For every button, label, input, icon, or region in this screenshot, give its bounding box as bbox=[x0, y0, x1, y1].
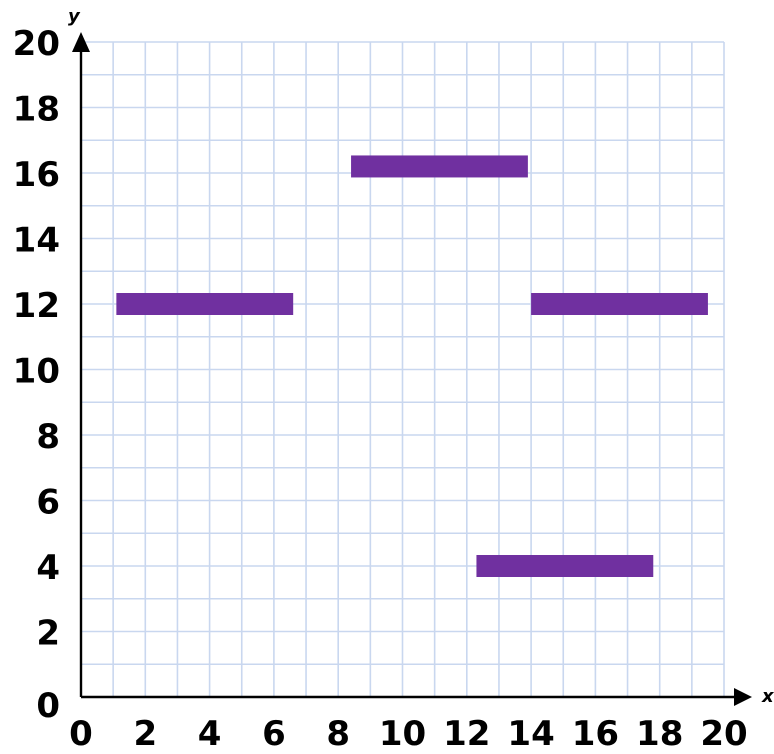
y-tick-label: 4 bbox=[36, 548, 60, 588]
y-tick-label: 10 bbox=[13, 352, 60, 392]
y-tick-label: 20 bbox=[13, 24, 60, 64]
y-tick-label: 16 bbox=[13, 155, 60, 195]
bars bbox=[116, 155, 708, 577]
y-tick-label: 6 bbox=[36, 483, 60, 523]
x-tick-label: 18 bbox=[636, 714, 683, 754]
y-tick-label: 8 bbox=[36, 417, 60, 457]
x-axis-title: x bbox=[761, 686, 774, 707]
bar-segment bbox=[476, 555, 654, 577]
y-tick-label: 14 bbox=[13, 221, 60, 261]
x-tick-label: 10 bbox=[379, 714, 426, 754]
bar-segment bbox=[116, 293, 294, 315]
y-tick-label: 12 bbox=[13, 286, 60, 326]
x-tick-label: 20 bbox=[700, 714, 747, 754]
x-tick-label: 0 bbox=[69, 714, 93, 754]
bar-segment bbox=[351, 155, 528, 178]
x-tick-label: 4 bbox=[198, 714, 222, 754]
x-tick-label: 2 bbox=[133, 714, 157, 754]
bar-segment bbox=[531, 293, 708, 315]
x-tick-label: 6 bbox=[262, 714, 286, 754]
grid bbox=[81, 41, 725, 697]
y-axis-title: y bbox=[68, 6, 81, 27]
axes: x y bbox=[68, 6, 774, 707]
x-axis-arrow bbox=[734, 688, 752, 706]
y-tick-label: 18 bbox=[13, 90, 60, 130]
x-tick-label: 16 bbox=[572, 714, 619, 754]
x-tick-label: 14 bbox=[507, 714, 554, 754]
y-tick-label: 0 bbox=[36, 686, 60, 726]
x-tick-label: 8 bbox=[326, 714, 350, 754]
x-tick-label: 12 bbox=[443, 714, 490, 754]
y-tick-label: 2 bbox=[36, 614, 60, 654]
y-axis-arrow bbox=[72, 32, 90, 52]
